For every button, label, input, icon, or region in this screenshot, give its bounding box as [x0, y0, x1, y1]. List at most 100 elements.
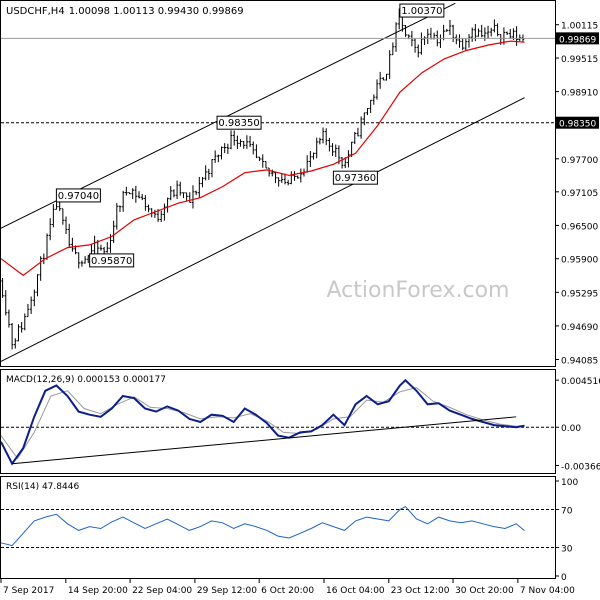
annotation-label: 0.98350 — [218, 118, 259, 129]
candle — [55, 202, 58, 210]
candle — [480, 24, 483, 38]
candle — [458, 34, 461, 48]
candle — [385, 73, 388, 81]
candle — [213, 150, 217, 163]
candle — [64, 216, 68, 234]
candle — [140, 193, 144, 201]
annotation-box — [216, 115, 262, 130]
macd-panel — [0, 369, 556, 474]
macd-axis: 0.004516 0.00 -0.003668 — [555, 377, 600, 472]
price-tick-label: 0.95295 — [561, 289, 598, 299]
rsi-line — [0, 505, 525, 547]
rsi-tick-label: 70 — [561, 507, 573, 517]
price-tick-label: 0.98910 — [561, 89, 598, 99]
candle — [226, 143, 230, 154]
candle — [451, 24, 455, 43]
price-tick-label: 0.94085 — [561, 357, 598, 367]
time-tick-label: 7 Nov 04:00 — [520, 586, 575, 596]
candle — [159, 210, 163, 223]
time-tick-label: 22 Sep 04:00 — [132, 586, 192, 596]
candle — [356, 127, 360, 137]
candle — [207, 168, 211, 180]
candle — [331, 143, 334, 157]
annotation-box — [332, 170, 378, 185]
candle — [340, 157, 344, 169]
candle — [375, 79, 379, 100]
candle — [125, 186, 128, 196]
price-tick-label: 0.97105 — [561, 189, 598, 199]
price-tick-label: 0.97700 — [561, 156, 598, 166]
time-tick-label: 30 Oct 20:00 — [455, 586, 514, 596]
annotation-box — [89, 253, 135, 268]
candle — [175, 180, 179, 200]
macd-trendline — [12, 416, 517, 465]
candle — [131, 188, 134, 200]
annotation-label: 0.95870 — [91, 256, 132, 267]
price-annotation: 0.98350 — [216, 115, 262, 130]
candle — [29, 296, 33, 315]
symbol-label: USDCHF,H4 1.00098 1.00113 0.99430 0.99869 — [6, 6, 244, 17]
candle — [115, 203, 119, 230]
candle — [67, 223, 71, 248]
candle — [413, 38, 417, 53]
time-tick-label: 7 Sep 2017 — [3, 586, 54, 596]
time-tick-label: 14 Sep 20:00 — [68, 586, 128, 596]
macd-series-layer — [0, 378, 555, 466]
price-annotation: 0.95870 — [89, 253, 135, 268]
macd-tick-label: 0.00 — [561, 424, 581, 434]
price-panel — [0, 0, 556, 367]
candle — [17, 324, 20, 342]
candle — [293, 171, 296, 181]
candle — [178, 181, 182, 196]
candle — [309, 151, 312, 168]
candle — [477, 28, 480, 37]
candle — [217, 154, 220, 163]
candle — [448, 19, 452, 35]
candle — [505, 31, 509, 35]
candle — [321, 127, 325, 144]
candle — [48, 218, 52, 241]
level-price-label: 0.98350 — [559, 120, 596, 130]
candle — [267, 167, 271, 177]
candle — [464, 39, 468, 51]
candle — [369, 99, 372, 114]
candle — [283, 173, 287, 185]
candle — [274, 171, 277, 184]
candle — [153, 209, 157, 218]
candle — [455, 34, 458, 45]
candle — [58, 201, 61, 212]
candle — [36, 274, 39, 297]
candle — [378, 71, 382, 89]
candle — [201, 177, 204, 188]
candle — [318, 137, 322, 145]
candle — [39, 256, 42, 281]
macd-signal-line — [0, 387, 525, 460]
annotation-label: 1.00370 — [401, 6, 442, 17]
candle — [324, 128, 328, 146]
candle — [261, 154, 265, 168]
candle — [286, 179, 290, 186]
price-tick-label: 0.95900 — [561, 256, 598, 266]
time-axis: 7 Sep 2017 14 Sep 20:00 22 Sep 04:00 29 Sep… — [0, 579, 575, 596]
candle — [489, 27, 493, 37]
candle — [112, 220, 115, 243]
candle — [26, 303, 30, 318]
candle — [470, 27, 474, 42]
rsi-tick-label: 30 — [561, 545, 573, 555]
candle — [372, 94, 376, 105]
annotation-box — [55, 188, 101, 203]
candle — [71, 237, 74, 252]
candle — [388, 50, 391, 79]
candle — [118, 205, 122, 213]
rsi-series-layer — [0, 505, 555, 548]
annotation-box — [399, 3, 445, 18]
candle — [242, 140, 246, 149]
channel-lower-line — [0, 97, 525, 362]
candle — [493, 19, 496, 33]
candle — [80, 260, 84, 267]
candle — [147, 204, 150, 213]
candle — [258, 156, 261, 162]
candle — [229, 130, 233, 150]
candle — [23, 313, 27, 331]
